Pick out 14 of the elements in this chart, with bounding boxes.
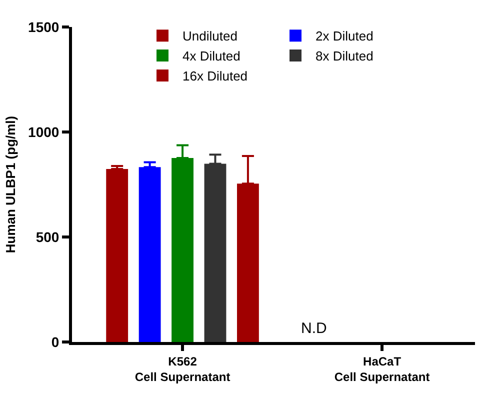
y-tick-label: 0 xyxy=(51,334,60,350)
y-tick-label: 1000 xyxy=(28,124,60,140)
y-tick-label: 1500 xyxy=(28,18,60,35)
x-tick-label: K562 Cell Supernatant xyxy=(134,354,230,384)
legend-label: 2x Diluted xyxy=(316,28,374,44)
legend-label: Undiluted xyxy=(182,28,238,44)
legend-label: 4x Diluted xyxy=(182,48,240,64)
annotation: N.D xyxy=(301,320,327,337)
y-axis-title: Human ULBP1 (pg/ml) xyxy=(2,116,18,254)
bar xyxy=(106,168,128,342)
legend-label: 16x Diluted xyxy=(182,68,248,84)
y-tick-label: 500 xyxy=(36,228,60,245)
x-tick-label: HaCaT Cell Supernatant xyxy=(334,354,430,384)
legend-label: 8x Diluted xyxy=(316,48,374,64)
